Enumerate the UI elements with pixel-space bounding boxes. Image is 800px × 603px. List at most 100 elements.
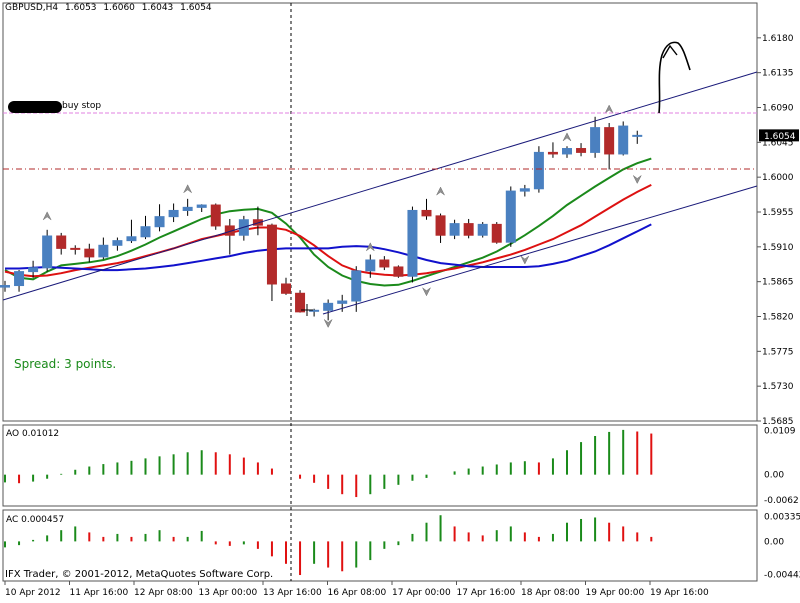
price-tick-label: 1.6180 xyxy=(762,34,794,44)
price-tick-label: 1.5955 xyxy=(762,208,794,218)
bull-candle xyxy=(533,151,544,190)
ao-histogram xyxy=(4,429,653,498)
bear-candle xyxy=(210,204,221,227)
bull-candle xyxy=(407,209,418,277)
low-value: 1.6043 xyxy=(141,3,174,13)
redacted-order-id xyxy=(8,101,62,113)
current-price-label: 1.6054 xyxy=(764,132,796,142)
price-tick-label: 1.5910 xyxy=(762,243,794,253)
bull-candle xyxy=(351,270,362,302)
ac-tick-label: 0.00 xyxy=(764,537,784,547)
bull-candle xyxy=(98,244,109,258)
price-tick-label: 1.6090 xyxy=(762,104,794,114)
fractal-arrows xyxy=(42,104,642,329)
bear-candle xyxy=(421,209,432,217)
price-tick-label: 1.5865 xyxy=(762,278,794,288)
ma-slow-line xyxy=(5,223,652,272)
candles xyxy=(0,116,643,321)
price-tick-label: 1.5685 xyxy=(762,417,794,427)
ma-mid-line xyxy=(4,184,652,278)
symbol-label: GBPUSD,H4 xyxy=(5,3,59,13)
price-tick-label: 1.6135 xyxy=(762,69,794,79)
time-axis: 10 Apr 2012 11 Apr 16:00 12 Apr 08:00 13 Ap… xyxy=(4,581,709,598)
bear-candle xyxy=(576,148,587,153)
ao-panel-frame xyxy=(2,424,758,507)
bear-candle xyxy=(295,292,306,313)
time-tick-label: 17 Apr 00:00 xyxy=(392,588,451,598)
bull-candle xyxy=(323,302,334,311)
bear-candle xyxy=(463,223,474,236)
moving-averages xyxy=(4,157,652,287)
price-tick-label: 1.5730 xyxy=(762,382,794,392)
bull-candle xyxy=(140,226,151,238)
bull-candle xyxy=(562,148,572,155)
ac-tick-label: -0.00442 xyxy=(764,570,800,580)
bull-candle xyxy=(590,127,601,153)
bear-candle xyxy=(547,151,558,155)
fractal-down-arrow xyxy=(323,319,333,329)
bull-candle xyxy=(126,236,137,242)
ac-tick-label: 0.003354 xyxy=(764,512,800,522)
bull-candle xyxy=(618,125,629,155)
ac-panel-frame xyxy=(2,509,758,582)
bear-candle xyxy=(281,283,291,294)
price-tick-label: 1.6000 xyxy=(762,173,794,183)
pending-order-label: buy stop xyxy=(62,101,102,111)
bull-candle xyxy=(505,190,516,243)
current-price-box xyxy=(759,129,799,142)
price-tick-label: 1.5820 xyxy=(762,313,794,323)
time-tick-label: 19 Apr 00:00 xyxy=(586,588,645,598)
bull-candle xyxy=(632,134,643,137)
time-tick-label: 11 Apr 16:00 xyxy=(70,588,129,598)
ao-tick-label: -0.0062 xyxy=(764,496,799,506)
bear-candle xyxy=(393,266,404,277)
time-tick-label: 19 Apr 16:00 xyxy=(650,588,709,598)
fractal-up-arrow xyxy=(604,104,614,114)
bull-candle xyxy=(168,209,179,218)
main-panel-frame xyxy=(2,2,758,422)
bull-candle xyxy=(365,259,376,272)
price-tick-label: 1.5775 xyxy=(762,347,794,357)
bull-candle xyxy=(0,285,10,288)
time-tick-label: 13 Apr 00:00 xyxy=(199,588,258,598)
ma-fast-line xyxy=(4,157,652,287)
time-tick-label: 16 Apr 08:00 xyxy=(328,588,387,598)
annotations xyxy=(2,41,758,316)
spread-text: Spread: 3 points. xyxy=(14,357,117,371)
bull-candle xyxy=(449,223,460,236)
chart-frames xyxy=(2,2,758,582)
fractal-up-arrow xyxy=(183,184,192,193)
time-tick-label: 12 Apr 08:00 xyxy=(134,588,193,598)
fractal-down-arrow xyxy=(422,287,431,297)
fractal-up-arrow xyxy=(436,186,445,196)
fractal-down-arrow xyxy=(633,175,642,185)
close-value: 1.6054 xyxy=(180,3,212,13)
price-tick-label: 1.6045 xyxy=(762,138,794,148)
channel-upper-line xyxy=(2,71,758,301)
copyright-text: IFX Trader, © 2001-2012, MetaQuotes Soft… xyxy=(5,569,274,580)
open-value: 1.6053 xyxy=(65,3,97,13)
fractal-down-arrow xyxy=(520,255,530,265)
bear-candle xyxy=(84,248,95,258)
drawn-up-arrow xyxy=(658,41,691,114)
bull-candle xyxy=(182,206,193,211)
symbol-header: GBPUSD,H4 1.6053 1.6060 1.6043 1.6054 xyxy=(5,3,216,13)
channel-lower-line xyxy=(322,185,758,315)
bull-candle xyxy=(154,216,165,228)
ac-title: AC 0.000457 xyxy=(6,515,65,525)
bull-candle xyxy=(112,240,123,246)
drawn-arrow-head xyxy=(662,44,678,59)
bull-candle xyxy=(42,235,53,269)
bear-candle xyxy=(70,247,81,250)
ac-histogram xyxy=(4,515,653,576)
bear-candle xyxy=(604,127,615,155)
bull-candle xyxy=(28,267,39,273)
high-value: 1.6060 xyxy=(103,3,135,13)
time-tick-label: 13 Apr 16:00 xyxy=(263,588,322,598)
bull-candle xyxy=(196,204,207,208)
bull-candle xyxy=(309,309,320,312)
time-tick-label: 10 Apr 2012 xyxy=(5,588,61,598)
bear-candle xyxy=(266,224,277,285)
